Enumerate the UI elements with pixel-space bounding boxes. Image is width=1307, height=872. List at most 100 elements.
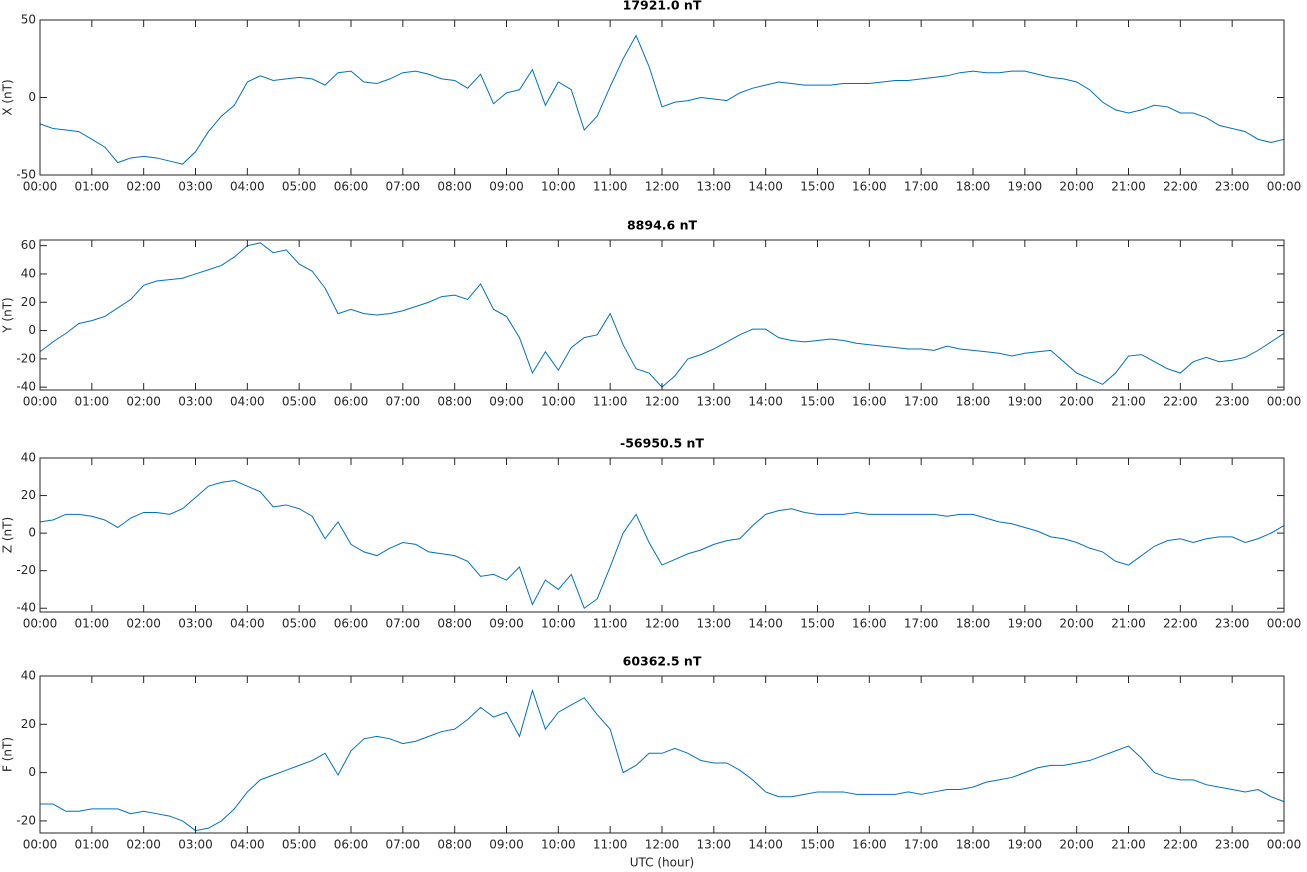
x-tick-label: 19:00 — [1008, 180, 1043, 194]
x-tick-label: 00:00 — [1267, 395, 1302, 409]
subplot-title: 60362.5 nT — [623, 654, 702, 669]
x-tick-label: 02:00 — [126, 838, 161, 852]
data-line — [39, 34, 1285, 165]
x-tick-label: 00:00 — [1267, 838, 1302, 852]
x-tick-label: 18:00 — [956, 180, 991, 194]
x-tick-label: 16:00 — [852, 617, 887, 631]
x-tick-label: 07:00 — [386, 838, 421, 852]
x-tick-label: 17:00 — [904, 838, 939, 852]
x-tick-label: 06:00 — [334, 395, 369, 409]
x-tick-label: 12:00 — [645, 617, 680, 631]
y-tick-label: -40 — [16, 601, 36, 615]
y-tick-label: 40 — [21, 669, 36, 683]
x-tick-label: 00:00 — [1267, 617, 1302, 631]
x-tick-label: 04:00 — [230, 838, 265, 852]
x-tick-label: 07:00 — [386, 617, 421, 631]
y-tick-label: 20 — [21, 488, 36, 502]
x-tick-label: 08:00 — [437, 838, 472, 852]
x-tick-label: 11:00 — [593, 180, 628, 194]
x-tick-label: 11:00 — [593, 838, 628, 852]
x-tick-label: 21:00 — [1111, 838, 1146, 852]
y-tick-label: 0 — [28, 765, 36, 779]
x-tick-label: 20:00 — [1059, 838, 1094, 852]
x-tick-label: 05:00 — [282, 395, 317, 409]
y-axis-label: Y (nT) — [1, 297, 15, 333]
subplot: 00:00 01:00 02:00 03:00 04:00 05:00 06:00 07:00… — [1, 654, 1302, 870]
x-tick-label: 13:00 — [697, 180, 732, 194]
x-tick-label: 03:00 — [178, 180, 213, 194]
x-tick-label: 23:00 — [1215, 180, 1250, 194]
x-tick-label: 02:00 — [126, 180, 161, 194]
axes-background — [40, 240, 1284, 390]
x-tick-label: 09:00 — [489, 617, 524, 631]
x-tick-label: 08:00 — [437, 395, 472, 409]
y-tick-label: 60 — [21, 238, 36, 252]
x-tick-label: 10:00 — [541, 617, 576, 631]
axes-background — [40, 676, 1284, 833]
x-tick-label: 00:00 — [1267, 180, 1302, 194]
x-tick-label: 13:00 — [697, 395, 732, 409]
x-tick-label: 23:00 — [1215, 395, 1250, 409]
x-tick-label: 15:00 — [800, 395, 835, 409]
x-tick-label: 11:00 — [593, 395, 628, 409]
x-tick-label: 12:00 — [645, 395, 680, 409]
x-tick-label: 02:00 — [126, 617, 161, 631]
x-tick-label: 10:00 — [541, 180, 576, 194]
x-tick-label: 12:00 — [645, 180, 680, 194]
x-axis-label: UTC (hour) — [630, 856, 694, 870]
axes-background — [40, 20, 1284, 175]
x-tick-label: 08:00 — [437, 180, 472, 194]
x-tick-label: 16:00 — [852, 180, 887, 194]
x-tick-label: 05:00 — [282, 617, 317, 631]
x-tick-label: 06:00 — [334, 838, 369, 852]
y-tick-label: 50 — [21, 13, 36, 27]
y-axis-label: Z (nT) — [1, 517, 15, 553]
x-tick-label: 22:00 — [1163, 180, 1198, 194]
y-tick-label: -40 — [16, 380, 36, 394]
x-tick-label: 09:00 — [489, 180, 524, 194]
x-tick-label: 01:00 — [75, 838, 110, 852]
x-tick-label: 14:00 — [748, 838, 783, 852]
y-tick-label: -20 — [16, 351, 36, 365]
y-axis-label: F (nT) — [1, 737, 15, 772]
x-tick-label: 13:00 — [697, 617, 732, 631]
y-tick-label: 0 — [28, 90, 36, 104]
x-tick-label: 14:00 — [748, 395, 783, 409]
x-tick-label: 15:00 — [800, 838, 835, 852]
x-tick-label: 17:00 — [904, 617, 939, 631]
x-tick-label: 15:00 — [800, 617, 835, 631]
x-tick-label: 04:00 — [230, 617, 265, 631]
x-tick-label: 03:00 — [178, 838, 213, 852]
y-tick-label: 0 — [28, 323, 36, 337]
subplot-title: 8894.6 nT — [627, 218, 697, 233]
x-tick-label: 11:00 — [593, 617, 628, 631]
x-tick-label: 07:00 — [386, 180, 421, 194]
subplot-title: 17921.0 nT — [623, 0, 702, 13]
x-tick-label: 18:00 — [956, 395, 991, 409]
x-tick-label: 23:00 — [1215, 617, 1250, 631]
x-tick-label: 00:00 — [23, 395, 58, 409]
x-tick-label: 12:00 — [645, 838, 680, 852]
y-tick-label: -50 — [16, 168, 36, 182]
subplot: 00:00 01:00 02:00 03:00 04:00 05:00 06:00 07:00… — [1, 0, 1302, 194]
y-tick-label: 20 — [21, 717, 36, 731]
x-tick-label: 19:00 — [1008, 395, 1043, 409]
x-tick-label: 00:00 — [23, 180, 58, 194]
x-tick-label: 14:00 — [748, 180, 783, 194]
x-tick-label: 18:00 — [956, 617, 991, 631]
x-tick-label: 10:00 — [541, 838, 576, 852]
x-tick-label: 03:00 — [178, 617, 213, 631]
x-tick-label: 00:00 — [23, 617, 58, 631]
x-tick-label: 00:00 — [23, 838, 58, 852]
x-tick-label: 20:00 — [1059, 395, 1094, 409]
x-tick-label: 04:00 — [230, 180, 265, 194]
x-tick-label: 23:00 — [1215, 838, 1250, 852]
x-tick-label: 15:00 — [800, 180, 835, 194]
data-line — [40, 688, 1285, 832]
subplot: 00:00 01:00 02:00 03:00 04:00 05:00 06:00 07:00… — [1, 436, 1302, 631]
y-tick-label: -20 — [16, 813, 36, 827]
x-tick-label: 09:00 — [489, 395, 524, 409]
y-tick-label: -20 — [16, 563, 36, 577]
y-tick-label: 40 — [21, 451, 36, 465]
